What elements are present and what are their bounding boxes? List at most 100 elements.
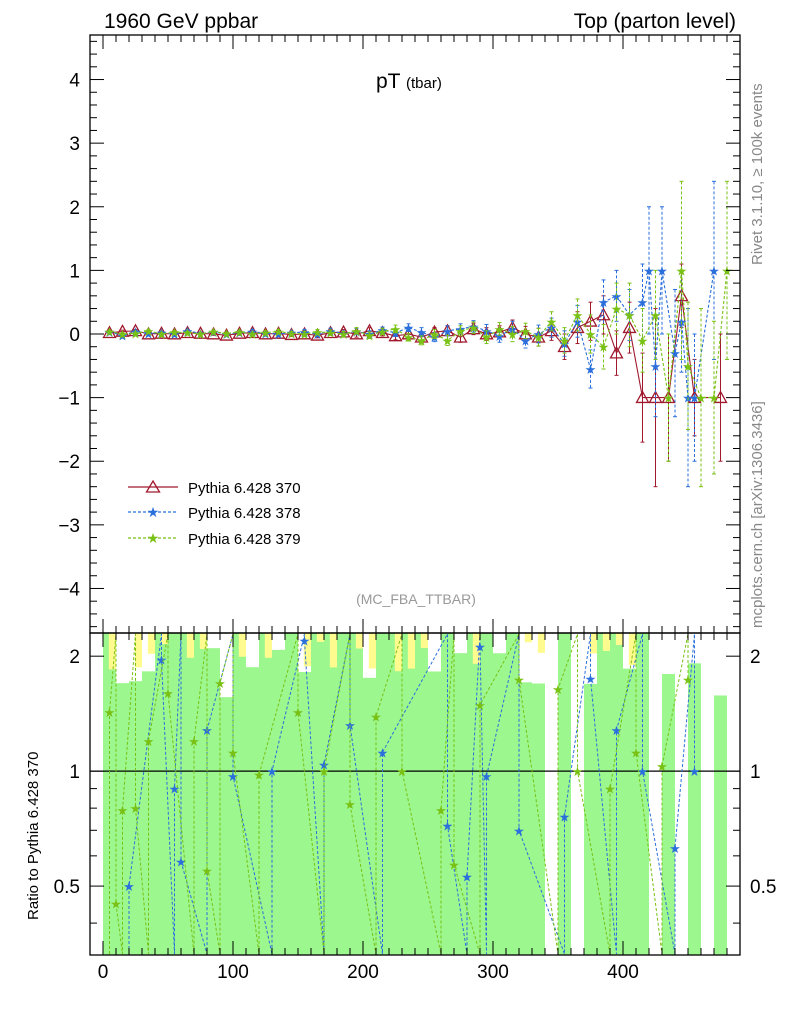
data-point: ★ xyxy=(117,328,129,343)
data-point: ★ xyxy=(507,328,519,343)
data-point: ★ xyxy=(234,326,246,341)
ratio-point: ★ xyxy=(604,783,616,798)
ratio-band-yellow xyxy=(264,633,272,658)
ratio-band-green xyxy=(246,667,259,955)
ratio-band-yellow xyxy=(160,633,168,645)
ratio-y-tick-label-right: 0.5 xyxy=(750,877,776,898)
ratio-point: ★ xyxy=(396,765,408,780)
data-point: ★ xyxy=(312,328,324,343)
ratio-point: ★ xyxy=(201,724,213,739)
data-point xyxy=(349,326,364,340)
data-point: ★ xyxy=(708,392,720,407)
ratio-band-yellow xyxy=(303,633,311,667)
data-point: ★ xyxy=(455,323,467,338)
data-point: ★ xyxy=(663,392,675,407)
ratio-point: ★ xyxy=(442,820,454,835)
data-point xyxy=(375,325,390,339)
ratio-band-green xyxy=(428,671,441,955)
data-point: ★ xyxy=(507,323,519,338)
data-point: ★ xyxy=(689,392,701,407)
data-point: ★ xyxy=(299,328,311,343)
data-point: ★ xyxy=(442,334,454,349)
ratio-band-yellow xyxy=(108,633,116,670)
data-point: ★ xyxy=(695,392,707,407)
data-point: ★ xyxy=(624,309,636,324)
data-point: ★ xyxy=(682,360,694,375)
data-point: ★ xyxy=(533,331,545,346)
legend-label-370: Pythia 6.428 370 xyxy=(188,480,301,497)
ratio-point: ★ xyxy=(188,735,200,750)
data-point: ★ xyxy=(364,329,376,344)
ratio-band-yellow xyxy=(394,633,402,672)
ratio-band-green xyxy=(220,697,233,955)
plot-title: pT (tbar) xyxy=(376,70,442,93)
data-point: ★ xyxy=(130,327,142,342)
legend-marker-379: ★ xyxy=(147,531,160,547)
data-point xyxy=(128,323,143,337)
data-point: ★ xyxy=(104,326,116,341)
data-point: ★ xyxy=(520,334,532,349)
y-tick-label: 0 xyxy=(69,325,80,346)
ratio-point: ★ xyxy=(117,804,129,819)
ratio-band-green xyxy=(714,695,727,955)
ratio-band-green xyxy=(662,673,675,955)
data-point: ★ xyxy=(182,327,194,342)
ratio-point: ★ xyxy=(175,855,187,870)
ratio-point: ★ xyxy=(689,765,701,780)
data-point xyxy=(206,326,221,340)
ratio-y-tick-label-left: 1 xyxy=(69,762,80,783)
ratio-band-green xyxy=(363,677,376,955)
y-tick-label: −1 xyxy=(58,389,80,410)
data-point: ★ xyxy=(494,323,506,338)
plot-title-sub: (tbar) xyxy=(406,75,442,92)
ratio-point: ★ xyxy=(572,765,584,780)
ratio-point: ★ xyxy=(611,724,623,739)
ratio-band-green xyxy=(441,633,454,955)
ratio-y-tick-label-left: 0.5 xyxy=(54,877,80,898)
y-tick-label: 2 xyxy=(69,198,80,219)
ratio-band-yellow xyxy=(329,633,337,668)
data-point xyxy=(271,326,286,339)
data-point: ★ xyxy=(273,328,285,343)
ratio-point: ★ xyxy=(630,746,642,761)
plot-title-main: pT xyxy=(376,70,401,93)
ratio-point: ★ xyxy=(474,641,486,656)
ratio-point: ★ xyxy=(169,783,181,798)
ratio-point: ★ xyxy=(669,842,681,857)
data-point: ★ xyxy=(669,347,681,362)
data-point: ★ xyxy=(468,322,480,337)
data-point: ★ xyxy=(585,328,597,343)
data-point: ★ xyxy=(143,325,155,340)
data-point: ★ xyxy=(643,264,655,279)
axis-ticks: 0 100 200 300 400 −4 −3 −2 −1 0 1 2 3 4 0.5 0.5 1 1 2 2 xyxy=(54,35,776,983)
data-point xyxy=(453,329,468,343)
ratio-point: ★ xyxy=(130,802,142,817)
data-point xyxy=(167,326,182,340)
ratio-point: ★ xyxy=(552,683,564,698)
legend: Pythia 6.428 370 ★ Pythia 6.428 378 ★ Py… xyxy=(128,479,301,548)
data-point: ★ xyxy=(221,327,233,342)
data-point: ★ xyxy=(403,322,415,337)
ratio-band-green xyxy=(558,633,571,955)
analysis-tag: (MC_FBA_TTBAR) xyxy=(356,591,476,607)
ratio-point: ★ xyxy=(227,746,239,761)
ratio-point: ★ xyxy=(266,765,278,780)
ratio-point: ★ xyxy=(292,706,304,721)
header-right-title: Top (parton level) xyxy=(574,10,736,33)
y-tick-label: −4 xyxy=(58,579,80,600)
header-left-title: 1960 GeV ppbar xyxy=(104,10,258,33)
data-point: ★ xyxy=(221,328,233,343)
legend-entry-379: ★ Pythia 6.428 379 xyxy=(128,531,301,548)
ratio-point: ★ xyxy=(227,770,239,785)
data-point: ★ xyxy=(656,264,668,279)
ratio-point: ★ xyxy=(318,765,330,780)
data-point: ★ xyxy=(403,331,415,346)
data-point: ★ xyxy=(598,341,610,356)
ratio-band-green xyxy=(493,653,506,955)
ratio-band-yellow xyxy=(147,633,155,654)
data-point: ★ xyxy=(390,327,402,342)
x-tick-label: 0 xyxy=(98,962,109,983)
y-tick-label: 1 xyxy=(69,261,80,282)
ratio-point: ★ xyxy=(123,880,135,895)
data-point: ★ xyxy=(611,290,623,305)
